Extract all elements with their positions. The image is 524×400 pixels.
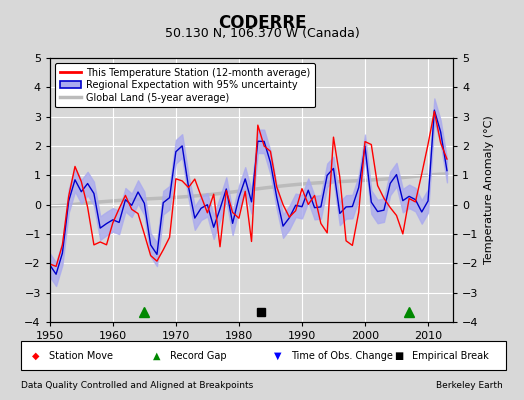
- Text: Record Gap: Record Gap: [170, 350, 226, 361]
- Text: Time of Obs. Change: Time of Obs. Change: [291, 350, 393, 361]
- Text: CODERRE: CODERRE: [218, 14, 306, 32]
- Text: Data Quality Controlled and Aligned at Breakpoints: Data Quality Controlled and Aligned at B…: [21, 381, 253, 390]
- Legend: This Temperature Station (12-month average), Regional Expectation with 95% uncer: This Temperature Station (12-month avera…: [54, 63, 315, 108]
- Text: ■: ■: [395, 350, 403, 361]
- Text: ▼: ▼: [274, 350, 281, 361]
- Text: Berkeley Earth: Berkeley Earth: [436, 381, 503, 390]
- Y-axis label: Temperature Anomaly (°C): Temperature Anomaly (°C): [484, 116, 494, 264]
- Text: Station Move: Station Move: [49, 350, 113, 361]
- Text: 50.130 N, 106.370 W (Canada): 50.130 N, 106.370 W (Canada): [165, 27, 359, 40]
- Text: ◆: ◆: [32, 350, 39, 361]
- Text: Empirical Break: Empirical Break: [412, 350, 489, 361]
- Text: ▲: ▲: [153, 350, 160, 361]
